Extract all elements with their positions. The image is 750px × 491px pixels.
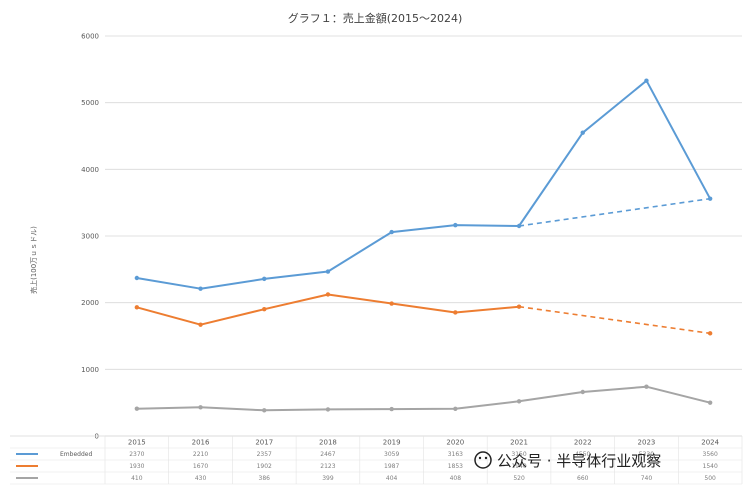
series-layer bbox=[134, 78, 713, 413]
table-cell: 410 bbox=[131, 475, 143, 482]
table-cell: 2370 bbox=[129, 451, 144, 458]
table-cell: 660 bbox=[577, 475, 589, 482]
x-tick-label: 2015 bbox=[128, 439, 146, 447]
data-point bbox=[325, 407, 331, 412]
data-table: 2015 2016 2017 2018 2019 2020 2021 2022 2023 2024… bbox=[10, 435, 743, 485]
y-axis-label: 売上(100万ｕｓドル) bbox=[29, 226, 38, 294]
data-point bbox=[580, 130, 585, 135]
x-tick-label: 2018 bbox=[319, 439, 337, 447]
data-point bbox=[198, 405, 203, 410]
table-cell: 2357 bbox=[257, 451, 272, 458]
watermark-text: 公众号 · 半导体行业观察 bbox=[497, 452, 661, 470]
y-tick-label: 6000 bbox=[81, 33, 99, 41]
x-tick-label: 2020 bbox=[446, 439, 464, 447]
table-cell: 5330 bbox=[639, 451, 654, 458]
data-point bbox=[707, 196, 713, 201]
y-tick-label: 4000 bbox=[81, 166, 99, 174]
y-tick-label: 2000 bbox=[81, 299, 99, 307]
table-cell: 2123 bbox=[320, 463, 335, 470]
x-tick-label: 2023 bbox=[638, 439, 656, 447]
data-point bbox=[453, 406, 458, 411]
data-point bbox=[389, 406, 394, 412]
data-point bbox=[389, 229, 394, 235]
table-cell: 500 bbox=[704, 475, 716, 482]
table-cell: 1902 bbox=[257, 463, 272, 470]
series-line bbox=[136, 385, 711, 412]
data-point bbox=[198, 322, 203, 327]
data-point bbox=[707, 331, 713, 336]
data-point bbox=[134, 406, 140, 411]
data-point bbox=[262, 276, 267, 282]
table-cell: 430 bbox=[195, 475, 207, 482]
watermark: 公众号 · 半导体行业观察 bbox=[474, 451, 661, 470]
table-cell: 404 bbox=[386, 475, 398, 482]
data-point bbox=[325, 269, 331, 274]
data-point bbox=[134, 305, 140, 310]
x-tick-label: 2016 bbox=[192, 439, 210, 447]
table-cell: 1670 bbox=[193, 463, 208, 470]
table-cell: 3150 bbox=[511, 451, 526, 458]
table-cell: 386 bbox=[259, 475, 271, 482]
table-cell: 1853 bbox=[448, 463, 463, 470]
data-point bbox=[644, 384, 649, 389]
data-point bbox=[516, 223, 522, 229]
table-cell: 740 bbox=[641, 475, 653, 482]
x-tick-label: 2024 bbox=[701, 439, 719, 447]
table-cell: 3163 bbox=[448, 451, 463, 458]
data-point bbox=[453, 310, 458, 315]
table-cell: 3560 bbox=[703, 451, 718, 458]
series-line bbox=[136, 79, 711, 290]
table-cell: 1930 bbox=[129, 463, 144, 470]
series-3 bbox=[134, 384, 713, 413]
data-point bbox=[389, 301, 394, 306]
y-tick-label: 1000 bbox=[81, 366, 99, 374]
table-cell: 520 bbox=[513, 475, 525, 482]
wechat-icon bbox=[474, 451, 492, 469]
y-tick-label: 0 bbox=[95, 433, 99, 441]
data-point bbox=[134, 275, 140, 281]
table-cell: 4550 bbox=[575, 451, 590, 458]
grid bbox=[105, 35, 742, 437]
y-tick-label: 5000 bbox=[81, 99, 99, 107]
table-cell: 1987 bbox=[384, 463, 399, 470]
y-tick-labels: 0 1000 2000 3000 4000 5000 6000 bbox=[81, 33, 99, 441]
data-point bbox=[707, 400, 713, 405]
data-point bbox=[198, 286, 203, 291]
table-cell: 1540 bbox=[703, 463, 718, 470]
table-cell: 399 bbox=[322, 475, 334, 482]
wechat-icon-eye bbox=[478, 456, 482, 460]
table-cell: 408 bbox=[450, 475, 462, 482]
table-cell: 2210 bbox=[193, 451, 208, 458]
data-point bbox=[644, 78, 649, 83]
series-1 bbox=[134, 78, 713, 291]
x-tick-label: 2021 bbox=[510, 439, 528, 447]
data-point bbox=[453, 222, 458, 228]
x-tick-label: 2022 bbox=[574, 439, 592, 447]
legend-label: Embedded bbox=[60, 451, 92, 458]
data-point bbox=[262, 408, 267, 413]
data-point bbox=[580, 389, 585, 395]
data-point bbox=[262, 307, 267, 312]
y-tick-label: 3000 bbox=[81, 233, 99, 241]
wechat-icon-eye bbox=[484, 456, 488, 460]
data-point bbox=[325, 292, 331, 297]
table-cell: 2467 bbox=[320, 451, 335, 458]
table-cell: 3059 bbox=[384, 451, 399, 458]
data-point bbox=[516, 399, 522, 404]
x-tick-label: 2019 bbox=[383, 439, 401, 447]
chart-title: グラフ１：売上金額(2015～2024) bbox=[288, 11, 463, 25]
table-cell: 1940 bbox=[511, 463, 526, 470]
series-2 bbox=[134, 292, 713, 336]
x-tick-label: 2017 bbox=[255, 439, 273, 447]
data-point bbox=[516, 304, 522, 309]
